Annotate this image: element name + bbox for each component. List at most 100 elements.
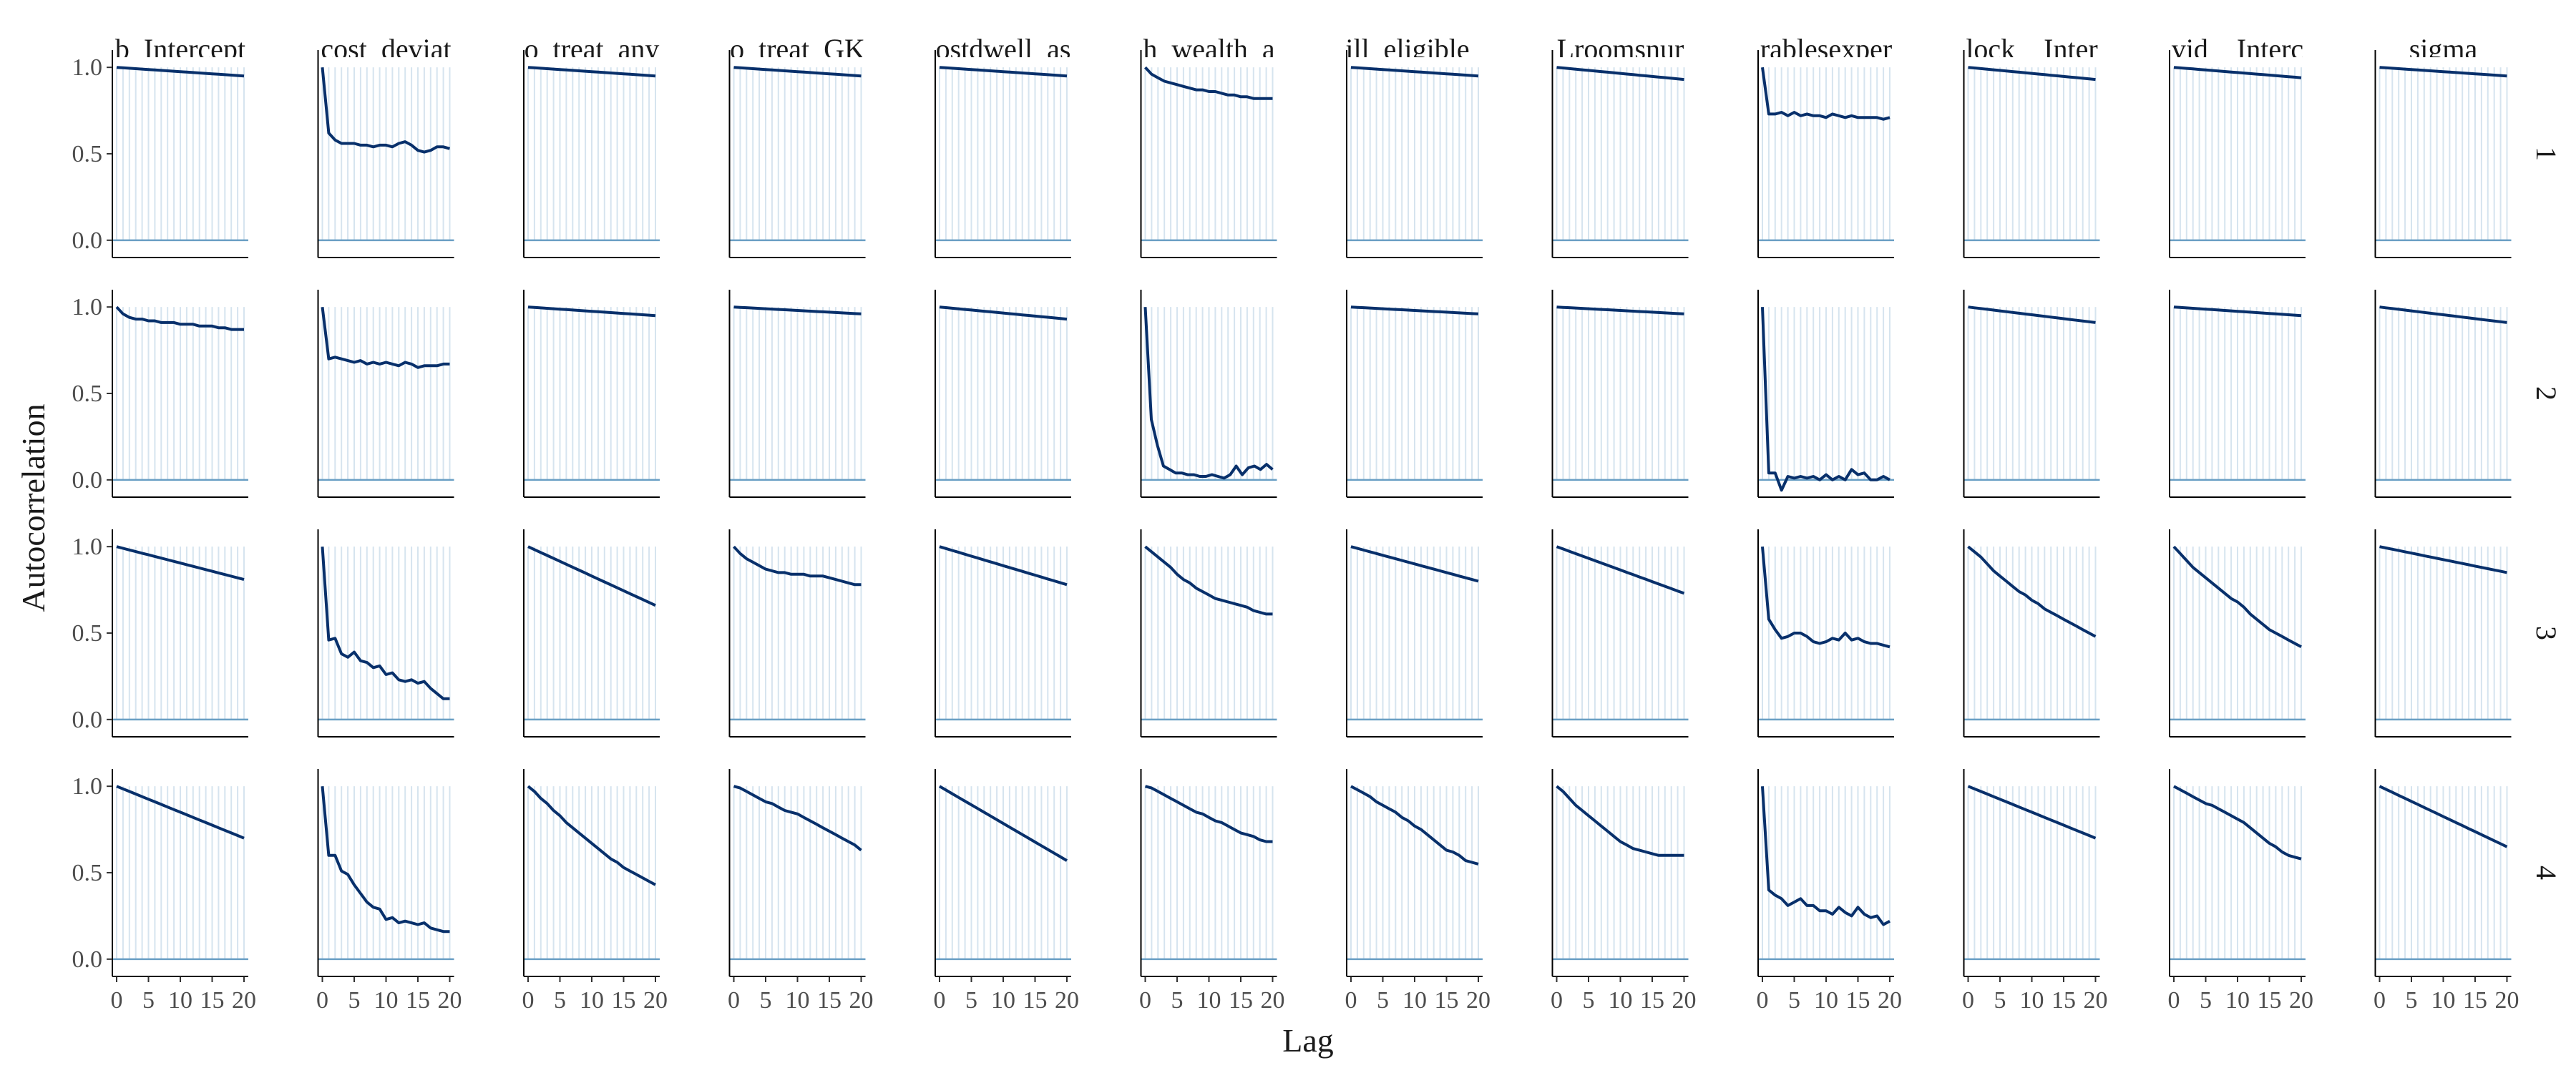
- acf-panel-r1-c10: lock__Inter: [1963, 33, 2100, 258]
- acf-panel-r3-c3: [523, 529, 660, 738]
- acf-panel-r1-c11: vid__Interc: [2169, 33, 2306, 258]
- x-tick-label: 5: [1583, 987, 1595, 1014]
- autocorrelation-line: [1350, 545, 1479, 583]
- x-tick-label: 15: [817, 987, 841, 1014]
- x-tick-label: 20: [2289, 987, 2313, 1014]
- row-strip-label: 2: [2530, 386, 2562, 401]
- autocorrelation-line: [321, 547, 450, 700]
- autocorrelation-line: [2379, 305, 2507, 324]
- autocorrelation-line: [1350, 66, 1479, 78]
- column-title: ostdwell_as: [936, 33, 1071, 65]
- x-tick-label: 10: [1197, 987, 1221, 1014]
- acf-panel-r3-c12: [2374, 529, 2512, 738]
- x-tick-label: 0: [2373, 987, 2386, 1014]
- y-tick-label: 0.5: [72, 620, 103, 647]
- acf-panel-r1-c4: o_treat_GK: [728, 33, 866, 258]
- autocorrelation-line: [1143, 307, 1274, 480]
- acf-panel-r2-c5: [935, 290, 1071, 498]
- autocorrelation-line: [1144, 545, 1273, 616]
- acf-panel-r3-c10: [1963, 529, 2100, 738]
- autocorrelation-line: [939, 305, 1068, 321]
- autocorrelation-line: [527, 305, 656, 318]
- autocorrelation-line: [116, 66, 245, 78]
- autocorrelation-line: [1350, 305, 1479, 315]
- x-tick-label: 10: [1402, 987, 1427, 1014]
- x-tick-label: 5: [1994, 987, 2006, 1014]
- x-tick-label: 20: [232, 987, 256, 1014]
- x-tick-label: 10: [1609, 987, 1633, 1014]
- autocorrelation-line: [1556, 785, 1684, 857]
- autocorrelation-line: [115, 305, 244, 331]
- acf-panel-r2-c8: [1551, 290, 1689, 498]
- row-strip-label: 1: [2530, 147, 2562, 161]
- x-tick-label: 0: [2168, 987, 2180, 1014]
- column-title: cost_deviat: [321, 33, 451, 65]
- x-tick-label: 10: [580, 987, 604, 1014]
- x-tick-label: 10: [168, 987, 192, 1014]
- y-tick-label: 0.5: [72, 141, 103, 167]
- acf-panel-r4-c1: 0.0 0.5 1.0 0 5 10 15 20: [72, 769, 256, 1014]
- acf-panel-r4-c5: 0 5 10 15 20: [934, 769, 1079, 1014]
- autocorrelation-line: [321, 786, 450, 934]
- y-tick-label: 1.0: [72, 54, 103, 81]
- autocorrelation-line: [1968, 66, 2096, 82]
- autocorrelation-line: [1350, 785, 1479, 866]
- x-tick-label: 15: [2463, 987, 2487, 1014]
- acf-panel-r4-c2: 0 5 10 15 20: [316, 769, 462, 1014]
- x-tick-label: 20: [1261, 987, 1285, 1014]
- acf-panel-r4-c6: 0 5 10 15 20: [1139, 769, 1285, 1014]
- x-tick-label: 15: [2258, 987, 2282, 1014]
- x-tick-label: 10: [786, 987, 810, 1014]
- y-tick-label: 1.0: [72, 773, 103, 800]
- autocorrelation-line: [2172, 545, 2302, 649]
- x-tick-label: 15: [200, 987, 225, 1014]
- column-title: sigma: [2409, 33, 2478, 65]
- acf-panel-r4-c12: 0 5 10 15 20: [2373, 769, 2519, 1014]
- y-axis-title: Autocorrelation: [15, 403, 52, 612]
- x-tick-label: 20: [438, 987, 462, 1014]
- x-tick-label: 5: [1788, 987, 1800, 1014]
- x-tick-label: 5: [554, 987, 566, 1014]
- acf-panel-r4-c3: 0 5 10 15 20: [522, 769, 668, 1014]
- acf-panel-r2-c9: [1757, 290, 1894, 498]
- acf-panel-r3-c9: [1757, 529, 1894, 738]
- column-title: lock__Inter: [1966, 33, 2097, 65]
- x-tick-label: 10: [374, 987, 399, 1014]
- y-tick-label: 0.5: [72, 860, 103, 886]
- column-title: h_wealth_a: [1143, 33, 1275, 65]
- x-tick-label: 0: [1757, 987, 1769, 1014]
- autocorrelation-line: [1144, 785, 1273, 843]
- row-strip-label: 4: [2530, 866, 2562, 880]
- y-tick-label: 0.5: [72, 381, 103, 407]
- acf-panel-r2-c4: [728, 290, 866, 498]
- x-tick-label: 10: [2225, 987, 2250, 1014]
- acf-panel-r4-c11: 0 5 10 15 20: [2168, 769, 2313, 1014]
- acf-panel-r1-c6: h_wealth_a: [1140, 33, 1277, 258]
- row-strip-label: 3: [2530, 626, 2562, 640]
- acf-panel-r4-c8: 0 5 10 15 20: [1551, 769, 1697, 1014]
- autocorrelation-line: [2379, 66, 2507, 78]
- acf-panel-r3-c6: [1140, 529, 1277, 738]
- x-tick-label: 5: [1171, 987, 1184, 1014]
- x-tick-label: 5: [2200, 987, 2212, 1014]
- y-tick-label: 1.0: [72, 534, 103, 560]
- x-tick-label: 0: [934, 987, 946, 1014]
- acf-panel-r4-c7: 0 5 10 15 20: [1345, 769, 1491, 1014]
- column-title: o_treat_any: [525, 33, 660, 65]
- x-tick-label: 15: [1640, 987, 1664, 1014]
- x-tick-label: 15: [2051, 987, 2076, 1014]
- acf-panel-r1-c2: cost_deviat: [317, 33, 454, 258]
- acf-panel-r3-c2: [317, 529, 454, 738]
- acf-panel-r3-c1: 0.0 0.5 1.0: [72, 529, 248, 738]
- x-tick-label: 10: [2020, 987, 2044, 1014]
- acf-panel-r3-c8: [1551, 529, 1689, 738]
- x-tick-label: 20: [2084, 987, 2108, 1014]
- x-axis-title: Lag: [1282, 1022, 1334, 1059]
- autocorrelation-line: [1761, 307, 1890, 492]
- x-tick-label: 20: [1672, 987, 1697, 1014]
- x-tick-label: 0: [316, 987, 328, 1014]
- autocorrelation-line: [1556, 66, 1684, 82]
- acf-panel-r2-c7: [1346, 290, 1483, 498]
